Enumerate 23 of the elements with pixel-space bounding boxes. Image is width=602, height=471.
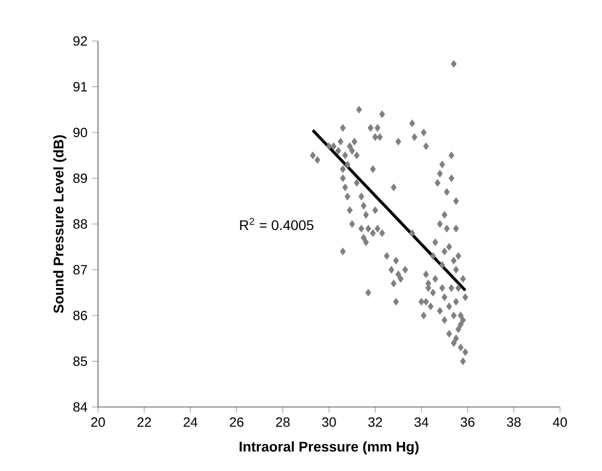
annotation: R$^{2}$ = 0.4005 (240, 218, 314, 230)
y-tick-label: 91 (73, 82, 87, 92)
y-tick-label: 86 (73, 310, 88, 320)
x-tick-label: 26 (230, 417, 244, 427)
x-tick-label: 36 (460, 417, 474, 427)
y-tick-label: 87 (73, 265, 87, 274)
x-tick-label: 28 (276, 417, 290, 427)
x-axis-title: Intraoral Pressure (mm Hg) (240, 441, 419, 454)
y-tick-label: 88 (73, 219, 88, 229)
x-tick-label: 32 (368, 417, 382, 427)
y-tick-label: 85 (73, 356, 88, 366)
x-tick-label: 38 (506, 417, 521, 427)
x-tick-label: 24 (184, 417, 198, 427)
y-tick-label: 92 (73, 36, 87, 46)
x-tick-label: 40 (552, 417, 567, 427)
y-axis-title: Sound Pressure Level (dB) (53, 135, 66, 314)
y-tick-label: 89 (73, 174, 87, 183)
y-tick-label: 84 (73, 402, 88, 412)
x-tick-label: 22 (137, 417, 151, 427)
x-tick-label: 20 (91, 417, 105, 427)
x-tick-label: 30 (322, 417, 336, 427)
y-tick-label: 90 (73, 128, 88, 138)
x-tick-label: 34 (414, 417, 428, 427)
